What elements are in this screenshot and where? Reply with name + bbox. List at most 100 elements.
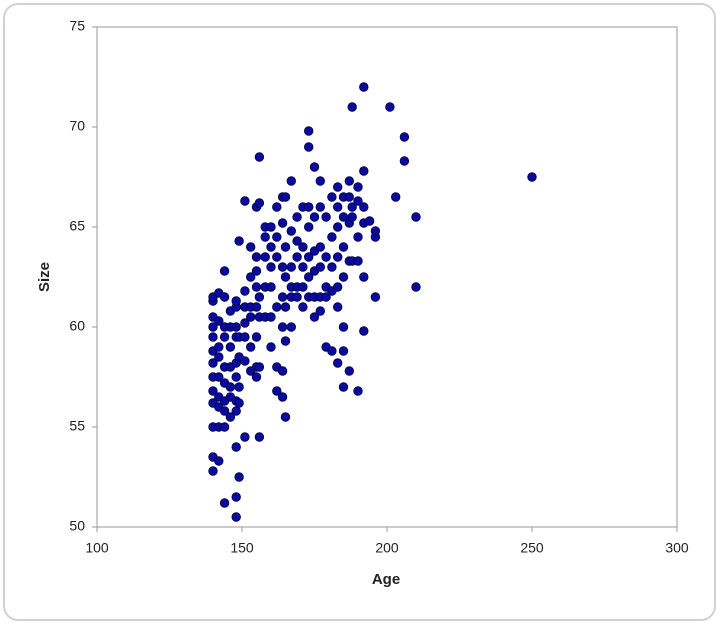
point [338, 272, 349, 282]
point [231, 492, 241, 502]
x-tick-label: 200 [375, 540, 399, 556]
point [251, 302, 262, 312]
point [333, 252, 343, 262]
point [304, 252, 314, 262]
point [411, 282, 421, 292]
point [219, 292, 230, 302]
point [277, 322, 288, 332]
point [254, 292, 265, 302]
point [280, 302, 291, 312]
point [338, 382, 349, 392]
y-tick-label: 75 [69, 18, 85, 34]
point [333, 282, 343, 292]
point [225, 342, 236, 352]
point [344, 366, 355, 376]
chart-frame [3, 3, 716, 621]
point [298, 242, 308, 252]
point [277, 392, 288, 402]
point [260, 252, 270, 262]
point [333, 182, 343, 192]
point [234, 398, 244, 408]
point [315, 242, 326, 252]
point [231, 512, 241, 522]
point [338, 242, 349, 252]
point [225, 382, 236, 392]
point [298, 282, 308, 292]
x-tick-label: 250 [520, 540, 544, 556]
point [292, 292, 302, 302]
point [245, 272, 256, 282]
point [292, 236, 302, 246]
point [214, 316, 224, 326]
point [298, 262, 308, 272]
point [359, 202, 369, 212]
point [251, 266, 262, 276]
point [245, 312, 256, 322]
point [399, 132, 410, 142]
point [321, 212, 331, 222]
point [251, 372, 262, 382]
x-tick-label: 150 [230, 540, 254, 556]
point [399, 156, 410, 166]
point [231, 296, 241, 306]
point [214, 352, 224, 362]
point [231, 372, 241, 382]
x-axis-title: Age [372, 571, 400, 588]
point [254, 362, 265, 372]
point [280, 336, 291, 346]
point [286, 176, 297, 186]
point [321, 252, 331, 262]
y-tick-label: 60 [69, 318, 85, 334]
point [214, 372, 224, 382]
point [359, 272, 369, 282]
point [353, 256, 363, 266]
point [254, 152, 265, 162]
y-tick-label: 55 [69, 418, 85, 434]
point [272, 302, 282, 312]
point [280, 272, 291, 282]
point [292, 252, 302, 262]
point [304, 222, 314, 232]
point [333, 358, 343, 368]
point [266, 242, 276, 252]
point [266, 222, 276, 232]
point [251, 332, 262, 342]
y-axis-title: Size [36, 262, 53, 292]
point [333, 202, 343, 212]
x-tick-label: 300 [665, 540, 689, 556]
point [292, 212, 302, 222]
point [219, 406, 230, 416]
point [286, 226, 297, 236]
point [333, 302, 343, 312]
point [277, 366, 288, 376]
point [219, 498, 230, 508]
point [208, 332, 218, 342]
point [245, 342, 256, 352]
point [272, 202, 282, 212]
point [208, 358, 218, 368]
point [327, 232, 337, 242]
point [370, 292, 381, 302]
point [251, 252, 262, 262]
point [234, 236, 244, 246]
x-tick-label: 100 [85, 540, 109, 556]
point [353, 196, 363, 206]
point [315, 306, 326, 316]
y-tick-label: 50 [69, 518, 85, 534]
point [315, 262, 326, 272]
point [266, 342, 276, 352]
point [347, 202, 357, 212]
point [251, 282, 262, 292]
point [353, 182, 363, 192]
point [347, 102, 357, 112]
point [231, 442, 241, 452]
point [240, 286, 250, 296]
point [304, 142, 314, 152]
point [254, 198, 265, 208]
point [234, 382, 244, 392]
point [338, 322, 349, 332]
point [327, 346, 337, 356]
point [234, 472, 244, 482]
point [344, 176, 355, 186]
point [277, 292, 288, 302]
